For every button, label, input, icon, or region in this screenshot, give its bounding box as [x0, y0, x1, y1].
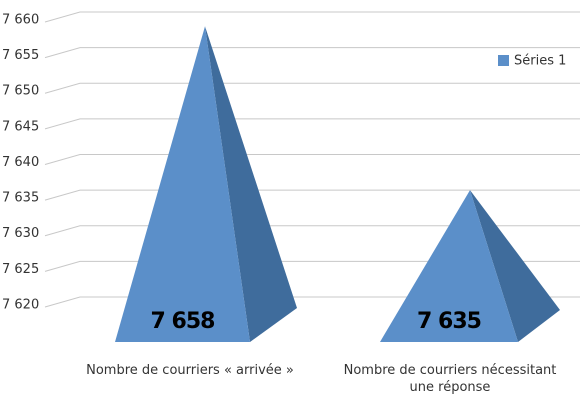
- grid-line: [44, 118, 580, 130]
- y-tick-label: 7 640: [2, 155, 39, 170]
- grid-line: [44, 82, 580, 94]
- data-label: 7 635: [417, 309, 481, 334]
- y-tick-label: 7 645: [2, 119, 39, 134]
- y-tick-label: 7 650: [2, 84, 39, 99]
- x-tick-label: Nombre de courriers nécessitant une répo…: [343, 363, 557, 395]
- y-tick-label: 7 655: [2, 48, 39, 63]
- grid-line: [44, 260, 580, 272]
- pyramid-front: [115, 26, 250, 342]
- grid-line: [44, 47, 580, 59]
- y-tick-label: 7 660: [2, 13, 39, 28]
- grid-line: [44, 189, 580, 201]
- x-tick-label: Nombre de courriers « arrivée »: [86, 363, 294, 378]
- grid-line: [44, 153, 580, 165]
- grid-line: [44, 225, 580, 237]
- pyramid-side: [205, 26, 297, 342]
- legend-swatch: [498, 55, 509, 66]
- y-tick-label: 7 630: [2, 226, 39, 241]
- legend-label: Séries 1: [514, 54, 566, 69]
- y-tick-label: 7 635: [2, 191, 39, 206]
- pyramid-side: [470, 190, 560, 342]
- y-tick-label: 7 620: [2, 297, 39, 312]
- y-tick-label: 7 625: [2, 262, 39, 277]
- grid-line: [44, 11, 580, 23]
- pyramid-front: [380, 190, 518, 342]
- data-label: 7 658: [151, 309, 215, 334]
